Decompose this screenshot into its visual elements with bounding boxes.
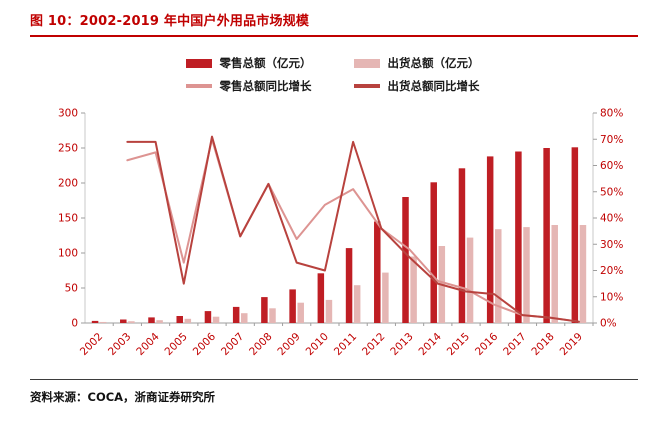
- x-axis-year-label: 2014: [417, 330, 445, 358]
- left-axis-tick-label: 250: [58, 143, 78, 155]
- x-axis-year-label: 2003: [106, 331, 133, 358]
- shipment-total-bar: [410, 256, 417, 323]
- right-axis-tick-label: 70%: [600, 134, 623, 146]
- shipment-total-bar: [551, 225, 558, 323]
- retail-growth-line: [126, 138, 580, 323]
- line-series-swatch: [185, 84, 212, 88]
- x-axis-year-label: 2019: [558, 331, 585, 358]
- legend-item: 出货总额（亿元）: [353, 55, 480, 71]
- retail-total-bar: [204, 311, 212, 323]
- legend-item: 零售总额（亿元）: [185, 55, 312, 71]
- left-axis-tick-label: 150: [58, 213, 78, 225]
- shipment-total-bar: [156, 320, 163, 323]
- left-axis-tick-label: 100: [58, 248, 78, 260]
- x-axis-year-label: 2011: [332, 331, 359, 358]
- right-axis-tick-label: 0%: [600, 318, 617, 330]
- legend-item: 出货总额同比增长: [353, 78, 480, 94]
- right-axis-tick-label: 50%: [600, 186, 623, 198]
- chart-legend: 零售总额（亿元） 出货总额（亿元） 零售总额同比增长 出货总额同比增长: [0, 55, 665, 94]
- right-axis-tick-label: 10%: [600, 291, 623, 303]
- right-axis-tick-label: 30%: [600, 239, 623, 251]
- x-axis-year-label: 2012: [360, 331, 387, 358]
- chart-plot: 0 50 100 150 200 250 300 0% 10% 20% 30% 40% 50% 60% 70…: [58, 108, 623, 359]
- bar-series-swatch: [185, 58, 212, 68]
- right-axis-tick-label: 20%: [600, 265, 623, 277]
- legend-row: 零售总额（亿元） 出货总额（亿元）: [0, 55, 665, 71]
- legend-label: 零售总额同比增长: [219, 79, 312, 93]
- x-axis-year-label: 2013: [388, 331, 415, 358]
- legend-row: 零售总额同比增长 出货总额同比增长: [0, 78, 665, 94]
- market-size-chart: 零售总额（亿元） 出货总额（亿元） 零售总额同比增长 出货总额同比增长 0 50 100 1…: [0, 55, 665, 373]
- x-axis-year-label: 2016: [473, 330, 501, 358]
- shipment-total-bar: [99, 321, 107, 323]
- x-axis-year-label: 2004: [134, 330, 162, 358]
- x-axis-year-label: 2005: [163, 331, 190, 358]
- shipment-total-bar: [241, 313, 248, 323]
- shipment-growth-line: [126, 135, 580, 323]
- retail-total-bar: [232, 306, 240, 323]
- shipment-total-bar: [325, 299, 333, 323]
- shipment-total-bar: [495, 229, 502, 323]
- retail-total-bar: [148, 317, 155, 323]
- shipment-total-bar: [184, 318, 192, 323]
- legend-label: 零售总额（亿元）: [219, 56, 312, 70]
- figure-title: 图 10：2002-2019 年中国户外用品市场规模: [30, 14, 310, 29]
- right-axis-tick-label: 40%: [600, 213, 623, 225]
- retail-total-bar: [345, 248, 353, 323]
- x-axis-year-label: 2018: [529, 331, 556, 358]
- legend-label: 出货总额（亿元）: [387, 56, 480, 70]
- x-axis-year-label: 2015: [445, 331, 472, 358]
- source-note: 资料来源：COCA，浙商证券研究所: [30, 379, 638, 405]
- legend-item: 零售总额同比增长: [185, 78, 312, 94]
- shipment-total-bar: [212, 316, 220, 323]
- retail-total-bar: [374, 221, 381, 323]
- report-figure: 图 10：2002-2019 年中国户外用品市场规模 零售总额（亿元） 出货总额（…: [0, 10, 665, 405]
- retail-total-bar: [543, 148, 550, 323]
- retail-total-bar: [91, 320, 99, 323]
- shipment-total-bar: [269, 308, 276, 323]
- retail-total-bar: [571, 147, 579, 323]
- legend-label: 出货总额同比增长: [387, 79, 480, 93]
- left-axis-tick-label: 50: [65, 283, 78, 295]
- left-axis-tick-label: 0: [71, 318, 78, 330]
- retail-total-bar: [289, 289, 296, 323]
- shipment-total-bar: [128, 321, 135, 323]
- x-axis-year-label: 2007: [219, 331, 246, 358]
- left-axis-tick-label: 300: [58, 108, 78, 120]
- retail-total-bar: [430, 182, 437, 323]
- retail-total-bar: [402, 197, 409, 323]
- shipment-total-bar: [466, 237, 474, 323]
- x-axis-year-label: 2010: [304, 331, 331, 358]
- retail-total-bar: [176, 316, 183, 323]
- shipment-total-bar: [523, 227, 530, 323]
- retail-total-bar: [515, 151, 522, 323]
- bar-series-swatch: [353, 58, 380, 68]
- shipment-total-bar: [353, 285, 361, 323]
- x-axis-year-label: 2002: [78, 331, 105, 358]
- retail-total-bar: [261, 297, 268, 323]
- x-axis-year-label: 2017: [501, 331, 528, 358]
- shipment-total-bar: [297, 302, 304, 323]
- retail-total-bar: [458, 168, 466, 323]
- x-axis-year-label: 2009: [275, 331, 302, 358]
- line-series-swatch: [353, 84, 380, 88]
- figure-header: 图 10：2002-2019 年中国户外用品市场规模: [30, 10, 638, 37]
- retail-total-bar: [120, 319, 127, 323]
- x-axis-year-label: 2008: [247, 331, 274, 358]
- retail-total-bar: [317, 273, 325, 323]
- right-axis-tick-label: 60%: [600, 160, 623, 172]
- x-axis-year-label: 2006: [191, 330, 219, 358]
- retail-total-bar: [486, 156, 494, 323]
- shipment-total-bar: [579, 225, 587, 323]
- left-axis-tick-label: 200: [58, 178, 78, 190]
- shipment-total-bar: [382, 272, 389, 323]
- right-axis-tick-label: 80%: [600, 108, 623, 120]
